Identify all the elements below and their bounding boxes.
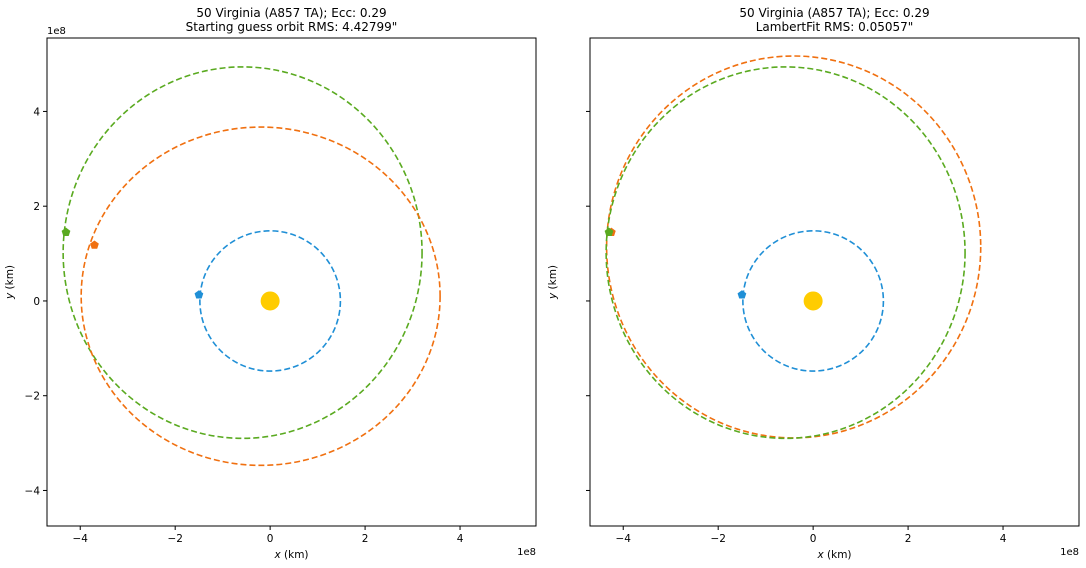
body-marker-3: [90, 240, 99, 249]
y-tick-label: −4: [25, 485, 41, 497]
body-marker-1: [737, 290, 747, 299]
plot-panel-2: 50 Virginia (A857 TA); Ecc: 0.29LambertF…: [547, 6, 1080, 561]
orbit-path-1: [199, 230, 342, 372]
plot-area: [61, 66, 441, 467]
body-marker-3: [604, 227, 614, 236]
x-tick-label: 4: [1000, 533, 1007, 545]
y-tick-label: 4: [33, 106, 40, 118]
x-tick-label: −2: [710, 533, 725, 545]
plot-area: [604, 55, 982, 440]
axes-frame: [589, 37, 1080, 527]
orbit-path-1: [742, 230, 885, 372]
x-tick-label: 0: [267, 533, 274, 545]
x-tick-label: −4: [615, 533, 631, 545]
y-tick-label: −2: [25, 391, 40, 403]
chart-title: 50 Virginia (A857 TA); Ecc: 0.29: [739, 6, 929, 20]
axes-frame: [46, 37, 537, 527]
x-offset-label: 1e8: [1060, 547, 1079, 558]
plot-panel-1: 50 Virginia (A857 TA); Ecc: 0.29Starting…: [4, 6, 537, 561]
y-tick-label: 2: [33, 201, 40, 213]
chart-subtitle: Starting guess orbit RMS: 4.42799": [186, 20, 398, 34]
orbit-path-3: [80, 126, 441, 467]
x-tick-label: −2: [167, 533, 182, 545]
x-axis-label: x (km): [816, 549, 851, 561]
sun-marker: [260, 291, 280, 311]
chart-subtitle: LambertFit RMS: 0.05057": [756, 20, 914, 34]
orbit-path-2: [605, 55, 982, 439]
body-marker-1: [194, 290, 204, 299]
y-offset-label: 1e8: [47, 26, 66, 37]
chart-title: 50 Virginia (A857 TA); Ecc: 0.29: [196, 6, 386, 20]
x-tick-label: 0: [810, 533, 817, 545]
sun-marker: [803, 291, 823, 311]
x-tick-label: 2: [905, 533, 912, 545]
orbit-path-2: [62, 66, 423, 440]
y-axis-label: y (km): [4, 265, 16, 300]
y-axis-label: y (km): [547, 265, 559, 300]
orbit-path-3: [605, 66, 966, 440]
x-tick-label: 2: [362, 533, 369, 545]
x-axis-label: x (km): [273, 549, 308, 561]
y-tick-label: 0: [33, 296, 40, 308]
x-tick-label: 4: [457, 533, 464, 545]
x-tick-label: −4: [72, 533, 88, 545]
body-marker-2: [61, 227, 71, 236]
x-offset-label: 1e8: [517, 547, 536, 558]
